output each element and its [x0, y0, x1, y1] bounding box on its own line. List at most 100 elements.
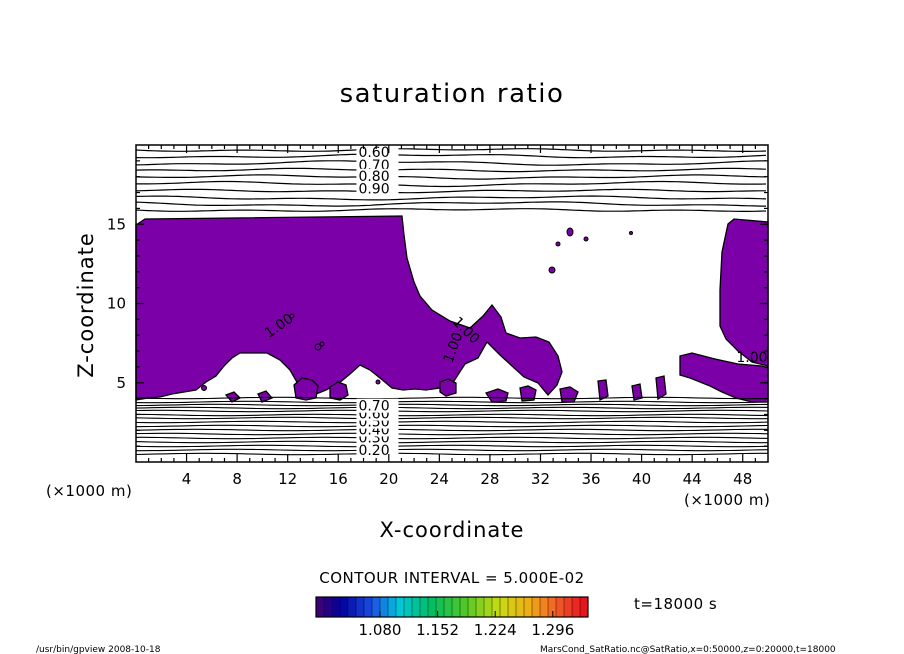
- x-tick-label: 40: [632, 470, 651, 488]
- lower-contour-line: [135, 409, 769, 413]
- colorbar-segment: [548, 597, 557, 617]
- upper-contour-line: [135, 174, 767, 180]
- supersaturated-cell: [375, 379, 381, 385]
- colorbar-frame: [315, 596, 589, 618]
- x-tick-label: 20: [379, 470, 398, 488]
- upper-contour-line: [135, 167, 767, 173]
- y-tick-label: 5: [116, 374, 126, 392]
- lower-contour-line: [135, 416, 768, 420]
- colorbar-segment: [428, 597, 437, 617]
- colorbar-segment: [556, 597, 565, 617]
- colorbar-segment: [500, 597, 509, 617]
- colorbar-segment: [516, 597, 525, 617]
- colorbar-segment: [460, 597, 469, 617]
- supersaturated-cell: [548, 266, 556, 274]
- colorbar-segment: [476, 597, 485, 617]
- upper-contour-label-text: 0.60: [358, 145, 389, 161]
- lower-contour-label-background: [356, 398, 399, 413]
- colorbar-segment: [580, 597, 589, 617]
- y-axis-title: Z-coordinate: [74, 232, 98, 378]
- upper-contour-label-background: [356, 157, 399, 172]
- x-axis-title: X-coordinate: [380, 518, 525, 542]
- lower-contour-line: [135, 420, 769, 424]
- supersaturated-cell: [201, 385, 207, 391]
- upper-contour-line: [136, 180, 767, 188]
- lower-contour-line: [135, 413, 769, 417]
- supersaturated-region: [631, 383, 643, 401]
- colorbar-segment: [452, 597, 461, 617]
- upper-contour-line: [135, 160, 767, 166]
- colorbar-segment: [468, 597, 477, 617]
- upper-contour-line: [135, 148, 767, 152]
- upper-contour-label-text: 0.90: [358, 182, 389, 198]
- x-axis: 4 8 12 16 20 24 28 32 36 40 44 48: [148, 145, 756, 488]
- upper-contour-line: [135, 153, 767, 159]
- supersaturated-region: [224, 391, 242, 403]
- colorbar-label: 1.152: [416, 621, 459, 639]
- lower-contour-line: [135, 400, 769, 404]
- x-tick-label: 12: [278, 470, 297, 488]
- colorbar-segment: [484, 597, 493, 617]
- lower-contour-line: [135, 428, 768, 432]
- supersaturated-region: [559, 386, 579, 403]
- contour-interval-label: CONTOUR INTERVAL = 5.000E-02: [319, 569, 584, 587]
- colorbar-segment: [564, 597, 573, 617]
- colorbar-segment: [380, 597, 389, 617]
- upper-contour-label-text: 0.80: [358, 169, 389, 185]
- colorbar-segment: [532, 597, 541, 617]
- plot-area: 0.600.700.800.900.200.300.400.500.600.70…: [135, 144, 769, 463]
- supersaturated-region: [519, 385, 537, 402]
- lower-contour-line: [136, 448, 769, 452]
- x-tick-label: 32: [531, 470, 550, 488]
- chart-title: saturation ratio: [340, 79, 565, 109]
- colorbar-segment: [444, 597, 453, 617]
- supersaturated-region: [655, 375, 667, 401]
- colorbar-segment: [364, 597, 373, 617]
- upper-contour-label-background: [356, 168, 399, 183]
- upper-contour-line: [135, 195, 767, 201]
- upper-contour-line: [135, 201, 766, 207]
- y-axis: 5 10 15: [107, 160, 768, 447]
- colorbar-segment: [508, 597, 517, 617]
- lower-contour-line: [135, 432, 769, 436]
- x-tick-label: 4: [182, 470, 192, 488]
- supersaturated-cell: [319, 341, 325, 347]
- supersaturated-cell: [629, 231, 633, 235]
- upper-contour-label: 0.60: [356, 145, 399, 161]
- supersaturated-region: [293, 377, 319, 401]
- upper-contour-label: 0.90: [356, 181, 399, 198]
- colorbar-segment: [412, 597, 421, 617]
- x-tick-label: 24: [430, 470, 449, 488]
- lower-contour-line: [135, 406, 769, 410]
- colorbar-segment: [340, 597, 349, 617]
- colorbar-segment: [524, 597, 533, 617]
- lower-contour-line: [135, 424, 769, 428]
- y-axis-unit: (×1000 m): [46, 482, 132, 500]
- upper-contour-label: 0.80: [356, 168, 399, 185]
- x-tick-label: 28: [480, 470, 499, 488]
- lower-contour-line: [135, 440, 768, 444]
- supersaturated-region: [439, 378, 457, 397]
- x-tick-label: 44: [683, 470, 702, 488]
- time-label: t=18000 s: [634, 595, 717, 613]
- supersaturated-region: [329, 381, 349, 401]
- colorbar-label: 1.296: [531, 621, 574, 639]
- supersaturated-cell: [555, 241, 561, 247]
- x-tick-label: 8: [232, 470, 242, 488]
- lower-contour-label-text: 0.70: [358, 399, 389, 415]
- supersaturated-cell: [314, 343, 322, 351]
- footer-left: /usr/bin/gpview 2008-10-18: [36, 645, 161, 654]
- lower-contour-line: [136, 436, 769, 440]
- lower-contour-line: [135, 452, 768, 456]
- colorbar-segment: [436, 597, 445, 617]
- colorbar-segment: [396, 597, 405, 617]
- x-tick-label: 36: [581, 470, 600, 488]
- supersaturated-contour-label: 1.00: [736, 350, 767, 366]
- colorbar-segment: [372, 597, 381, 617]
- colorbar: 1.080 1.152 1.224 1.296: [315, 596, 589, 639]
- upper-contour-line: [135, 188, 766, 194]
- colorbar-segment: [540, 597, 549, 617]
- footer-right: MarsCond_SatRatio.nc@SatRatio,x=0:50000,…: [540, 645, 836, 654]
- supersaturated-region: [719, 218, 769, 367]
- supersaturated-region: [484, 388, 509, 403]
